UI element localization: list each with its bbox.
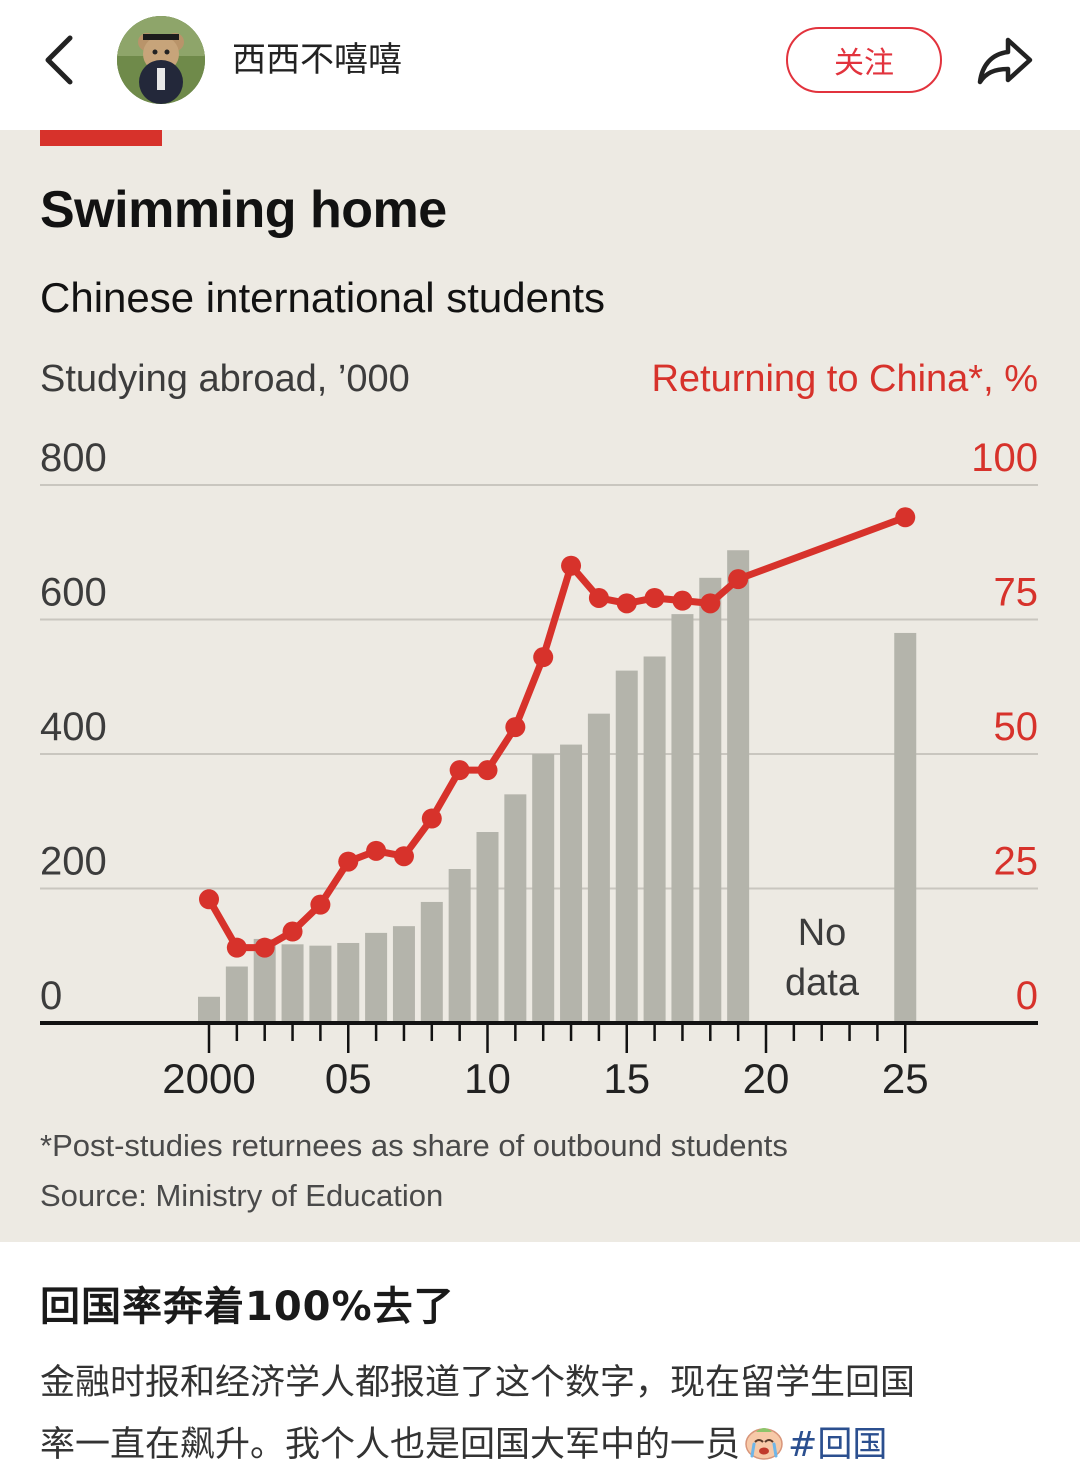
y-right-tick-label: 100 [971,436,1038,480]
chart-footnote: *Post-studies returnees as share of outb… [40,1128,788,1163]
return-rate-point [588,587,609,608]
left-axis-label: Studying abroad, ’000 [40,358,410,400]
y-right-tick-label: 75 [994,571,1039,615]
return-rate-point [226,937,247,958]
bar [532,754,555,1023]
bar [615,670,638,1023]
no-data-line-2: data [785,962,859,1004]
return-rate-point [505,717,526,738]
x-tick-label: 2000 [162,1055,255,1102]
return-rate-point [393,846,414,867]
teddy-bear-avatar-image [117,16,205,104]
return-rate-point [672,590,693,611]
return-rate-point [644,587,665,608]
bar [643,656,666,1023]
chart-plot: 800 100 600 75 400 50 200 25 0 0 2000 05 10 15 20 25 [40,436,1039,1102]
bar [365,932,388,1023]
avatar[interactable] [117,16,205,104]
y-right-tick-label: 25 [994,840,1039,884]
return-rate-point [533,647,554,668]
back-button[interactable] [40,30,84,90]
bar [727,550,750,1023]
x-tick-label: 15 [603,1055,650,1102]
share-arrow-icon [977,37,1033,85]
chart-image[interactable]: Swimming home Chinese international stud… [0,130,1080,1242]
bar [560,744,583,1023]
y-left-tick-label: 0 [40,974,62,1018]
return-rate-point [310,894,331,915]
bar [894,632,917,1023]
bar [309,945,332,1023]
no-data-line-1: No [797,912,847,954]
bar [476,832,499,1023]
bar [198,996,220,1023]
username[interactable]: 西西不嘻嘻 [232,40,402,80]
bar [392,926,415,1023]
return-rate-point [199,889,219,910]
right-axis-label: Returning to China*, % [651,358,1038,400]
return-rate-point [561,555,582,576]
return-rate-point [477,760,498,781]
post-body-line-2-text: 率一直在飙升。我个人也是回国大军中的一员 [40,1425,741,1465]
post-body-line-2: 率一直在飙升。我个人也是回国大军中的一员 #回国 [40,1414,1040,1476]
bar [587,713,610,1023]
y-left-tick-label: 400 [40,705,107,749]
chart-subtitle: Chinese international students [40,274,606,321]
chevron-left-icon [45,35,73,85]
return-rate-point [282,921,303,942]
return-rate-point [728,569,749,590]
bar [671,614,694,1023]
y-left-tick-label: 800 [40,436,107,480]
return-rate-point [616,593,637,614]
follow-button[interactable]: 关注 [786,27,942,93]
return-rate-point [449,760,470,781]
bar [337,942,360,1023]
y-left-tick-label: 200 [40,840,107,884]
x-tick-label: 20 [743,1055,790,1102]
return-rate-point [895,507,916,528]
bar [253,938,276,1023]
return-rate-point [421,808,442,829]
post-title: 回国率奔着100%去了 [40,1284,455,1330]
x-tick-label: 25 [882,1055,929,1102]
share-button[interactable] [974,30,1036,90]
return-rate-point [366,840,387,861]
return-rate-point [338,851,359,872]
top-bar: 西西不嘻嘻 关注 [0,0,1080,130]
x-tick-label: 05 [325,1055,372,1102]
bar [281,944,304,1023]
y-right-tick-label: 0 [1016,974,1038,1018]
return-rate-line [205,513,909,952]
bar [699,577,722,1023]
chart-title: Swimming home [40,181,447,239]
x-tick-label: 10 [464,1055,511,1102]
no-data-annotation: No data [772,908,872,1008]
y-left-tick-label: 600 [40,571,107,615]
return-rate-point [254,937,275,958]
chart-source: Source: Ministry of Education [40,1178,444,1213]
y-right-tick-label: 50 [994,705,1039,749]
bar [504,794,527,1023]
hashtag-link[interactable]: #回国 [788,1425,888,1465]
return-rate-point [700,593,721,614]
bar [420,901,443,1023]
post-body-line-1: 金融时报和经济学人都报道了这个数字，现在留学生回国 [40,1363,916,1403]
chart-red-accent-tab [40,130,162,146]
bar [225,966,248,1023]
bar [448,868,471,1023]
post-body: 金融时报和经济学人都报道了这个数字，现在留学生回国 率一直在飙升。我个人也是回国… [40,1352,1040,1476]
crying-face-emoji-icon [742,1420,786,1460]
